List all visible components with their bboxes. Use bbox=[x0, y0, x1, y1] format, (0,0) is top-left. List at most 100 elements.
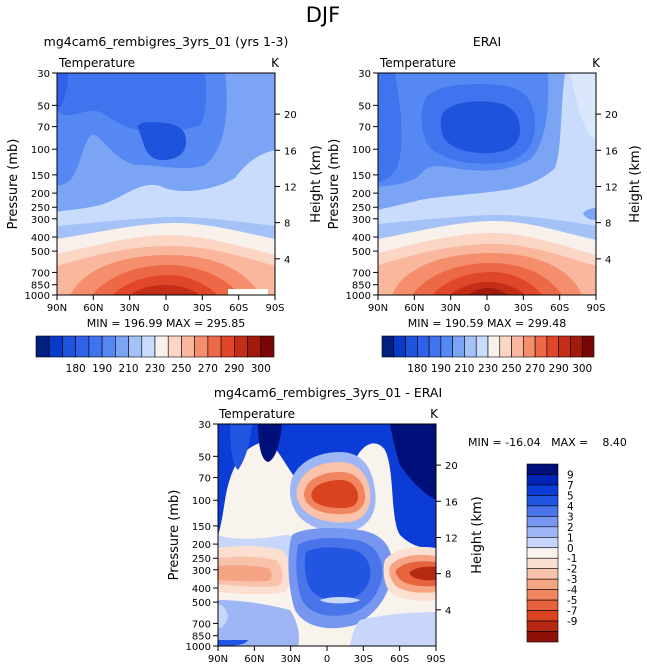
y2-tick-label: 16 bbox=[605, 146, 618, 157]
y-tick-label: 500 bbox=[352, 247, 371, 258]
colorbar-label: -9 bbox=[567, 616, 577, 628]
y2-tick-label: 20 bbox=[445, 461, 458, 472]
colorbar-swatch bbox=[88, 335, 103, 358]
stats-label: MIN = 196.99 MAX = 295.85 bbox=[87, 317, 245, 330]
variable-label: Temperature bbox=[218, 407, 295, 421]
contour-band bbox=[350, 612, 436, 646]
contour-band bbox=[218, 600, 300, 646]
colorbar-swatch bbox=[247, 335, 262, 358]
contour-band bbox=[570, 73, 596, 140]
colorbar-swatch bbox=[526, 620, 559, 632]
contour-band bbox=[258, 424, 282, 462]
colorbar-swatch bbox=[62, 335, 76, 358]
contour-band bbox=[583, 208, 596, 220]
y2-tick-label: 16 bbox=[284, 146, 297, 157]
y2-axis-label: Height (km) bbox=[628, 145, 643, 222]
x-tick-label: 0 bbox=[484, 303, 490, 314]
contour-band bbox=[304, 547, 371, 601]
colorbar-label: -5 bbox=[567, 595, 577, 607]
colorbar-label: 290 bbox=[224, 363, 244, 375]
x-tick-label: 30N bbox=[441, 303, 461, 314]
units-label: K bbox=[430, 407, 439, 421]
panel-title: mg4cam6_rembigres_3yrs_01 (yrs 1-3) bbox=[44, 34, 289, 49]
colorbar-swatch bbox=[511, 335, 524, 358]
y-tick-label: 1000 bbox=[25, 291, 50, 302]
colorbar-swatch bbox=[526, 599, 559, 611]
x-tick-label: 30S bbox=[193, 303, 212, 314]
colorbar-swatch bbox=[220, 335, 235, 358]
contour-band bbox=[320, 597, 360, 604]
y-tick-label: 1000 bbox=[186, 642, 211, 653]
units-label: K bbox=[592, 56, 601, 70]
colorbar-swatch bbox=[181, 335, 195, 358]
contour-band bbox=[409, 566, 436, 581]
colorbar-swatch bbox=[526, 536, 559, 549]
colorbar-swatch bbox=[440, 335, 453, 358]
colorbar-swatch bbox=[167, 335, 182, 358]
x-tick-label: 60N bbox=[404, 303, 424, 314]
colorbar-swatch bbox=[35, 335, 50, 358]
panel-title: mg4cam6_rembigres_3yrs_01 - ERAI bbox=[214, 385, 442, 400]
y2-tick-label: 8 bbox=[445, 570, 451, 581]
y-tick-label: 400 bbox=[31, 233, 50, 244]
colorbar-swatch bbox=[101, 335, 116, 358]
contour-band bbox=[390, 424, 436, 500]
x-tick-label: 60N bbox=[83, 303, 103, 314]
colorbar-swatch bbox=[141, 335, 156, 358]
colorbar-swatch bbox=[526, 463, 559, 475]
contour-band bbox=[311, 480, 358, 508]
colorbar-label: -3 bbox=[567, 574, 577, 586]
y-tick-label: 150 bbox=[352, 171, 371, 182]
colorbar-swatch bbox=[417, 335, 430, 358]
y-tick-label: 1000 bbox=[346, 291, 371, 302]
colorbar-swatch bbox=[523, 335, 536, 358]
colorbar-label: 4 bbox=[567, 501, 574, 513]
colorbar-swatch bbox=[526, 526, 559, 538]
y-tick-label: 100 bbox=[192, 496, 211, 507]
units-label: K bbox=[271, 56, 280, 70]
y-tick-label: 300 bbox=[352, 215, 371, 226]
colorbar-swatch bbox=[526, 516, 559, 528]
colorbar-label: 9 bbox=[567, 469, 574, 481]
panel-model: mg4cam6_rembigres_3yrs_01 (yrs 1-3) Temp… bbox=[6, 34, 324, 375]
colorbar-swatch bbox=[526, 610, 559, 622]
y2-tick-label: 4 bbox=[605, 255, 611, 266]
panel-title: ERAI bbox=[473, 34, 501, 49]
colorbar-label: 230 bbox=[145, 363, 165, 375]
y2-axis-label: Height (km) bbox=[309, 145, 324, 222]
colorbar-swatch bbox=[526, 589, 559, 601]
colorbar-label: 180 bbox=[407, 363, 427, 375]
contour-band bbox=[130, 285, 200, 295]
panel-diff: mg4cam6_rembigres_3yrs_01 - ERAI Tempera… bbox=[167, 385, 627, 665]
colorbar-swatch bbox=[428, 335, 442, 358]
colorbar-swatch bbox=[487, 335, 501, 358]
colorbar-label: 300 bbox=[251, 363, 271, 375]
colorbar-label: 230 bbox=[478, 363, 498, 375]
colorbar-swatch bbox=[128, 335, 143, 358]
y-axis-label: Pressure (mb) bbox=[6, 139, 21, 230]
colorbar-swatch bbox=[526, 474, 559, 486]
x-tick-label: 30S bbox=[514, 303, 533, 314]
contour-band bbox=[468, 288, 508, 295]
colorbar-label: 300 bbox=[572, 363, 592, 375]
y-tick-label: 70 bbox=[198, 474, 211, 485]
contour-field bbox=[378, 73, 596, 295]
colorbar-swatch bbox=[381, 335, 395, 358]
colorbar-swatch bbox=[207, 335, 222, 358]
y-tick-label: 300 bbox=[31, 215, 50, 226]
colorbar-swatch bbox=[558, 335, 571, 358]
contour-field bbox=[57, 73, 275, 295]
x-tick-label: 0 bbox=[163, 303, 169, 314]
contour-band bbox=[440, 101, 520, 154]
colorbar-swatch bbox=[526, 484, 559, 496]
y-tick-label: 500 bbox=[31, 247, 50, 258]
y-tick-label: 200 bbox=[192, 540, 211, 551]
y2-tick-label: 20 bbox=[284, 110, 297, 121]
colorbar-label: 3 bbox=[567, 511, 574, 523]
y-tick-label: 200 bbox=[352, 189, 371, 200]
contour-band bbox=[218, 565, 272, 582]
x-tick-label: 60N bbox=[244, 654, 264, 665]
colorbar-swatch bbox=[570, 335, 583, 358]
